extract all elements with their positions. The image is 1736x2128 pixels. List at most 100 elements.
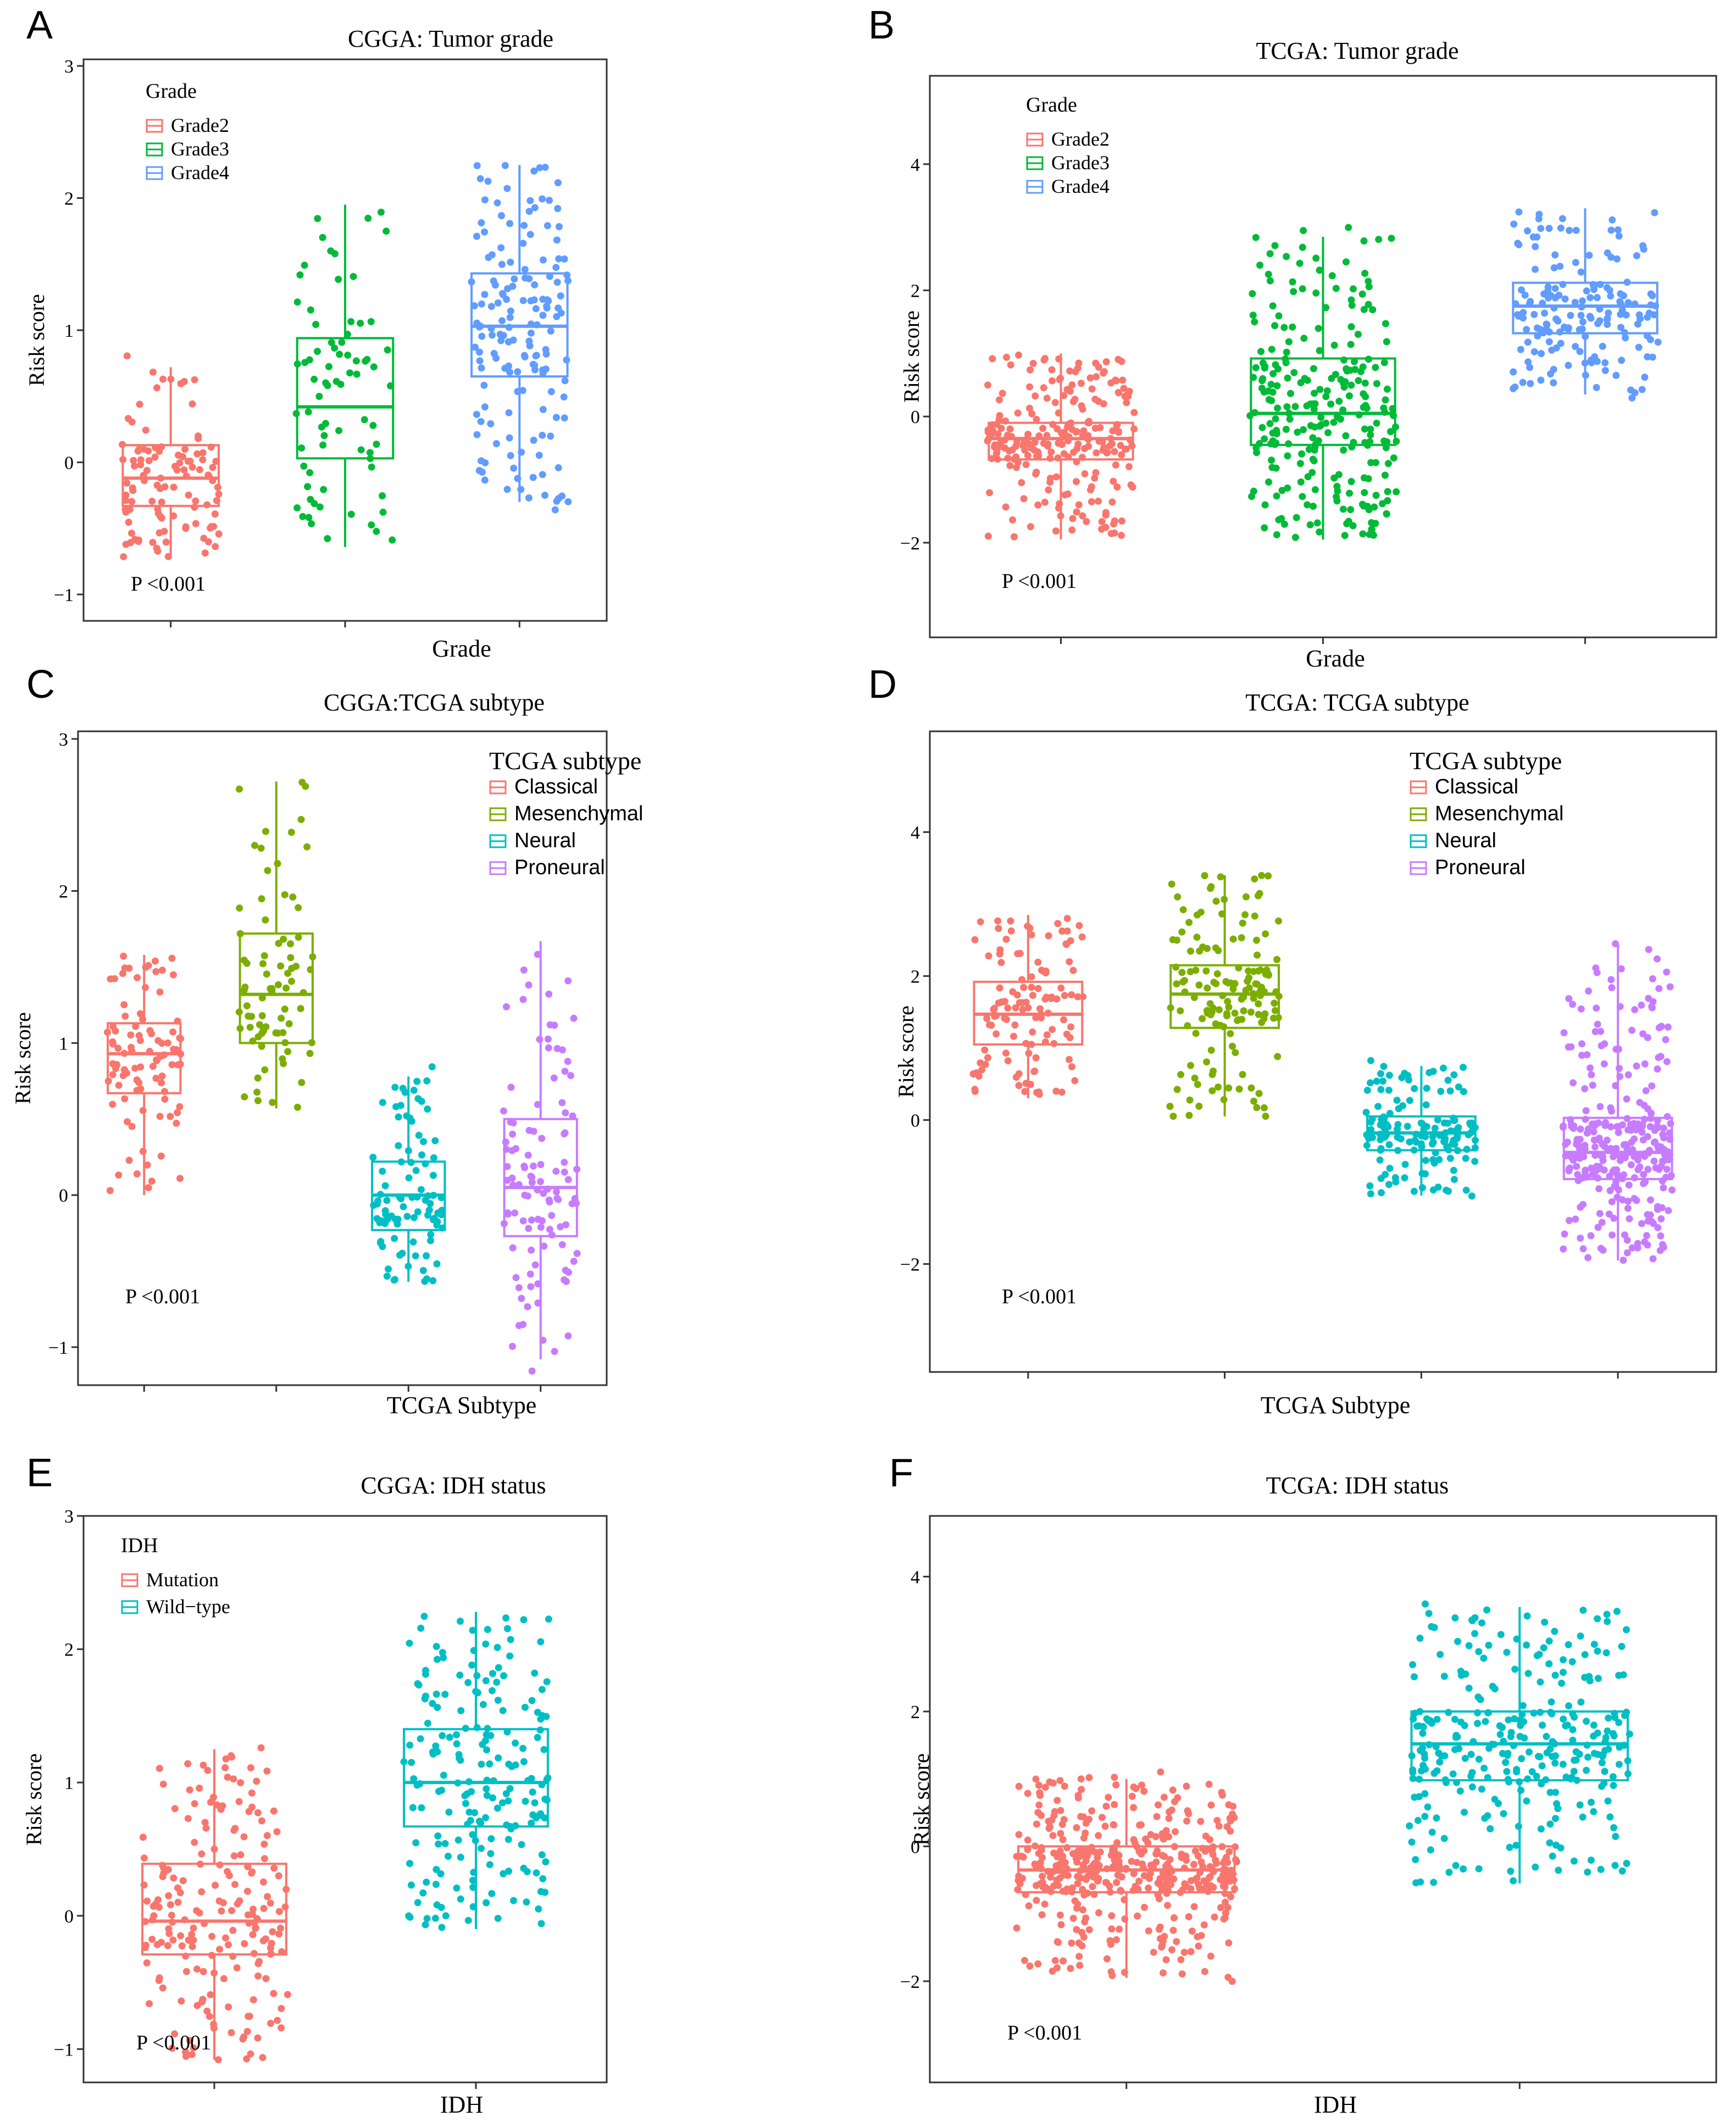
data-point <box>1613 1608 1621 1615</box>
data-point <box>1232 1049 1239 1057</box>
data-point <box>1005 447 1013 455</box>
data-point <box>1025 1049 1033 1057</box>
data-point <box>1172 1828 1179 1836</box>
data-point <box>1262 930 1269 938</box>
data-point <box>1018 479 1025 486</box>
data-point <box>573 1249 581 1257</box>
data-point <box>1328 375 1335 382</box>
data-point <box>1666 1136 1673 1143</box>
data-point <box>1607 292 1615 300</box>
data-point <box>284 969 292 977</box>
data-point <box>1181 1880 1189 1887</box>
data-point <box>418 1804 425 1812</box>
data-point <box>1615 1719 1623 1726</box>
data-point <box>1612 940 1619 948</box>
data-point <box>136 1010 144 1018</box>
data-point <box>307 966 314 974</box>
data-point <box>546 197 553 204</box>
data-point <box>538 1851 546 1859</box>
data-point <box>1258 984 1265 991</box>
data-point <box>986 489 994 497</box>
data-point <box>1590 1136 1598 1144</box>
data-point <box>1365 277 1372 285</box>
data-point <box>425 1207 433 1214</box>
data-point <box>277 1924 284 1932</box>
data-point <box>1315 325 1322 332</box>
data-point <box>1076 1962 1084 1969</box>
data-point <box>528 1174 536 1181</box>
data-point <box>1004 1004 1012 1012</box>
data-point <box>1167 1881 1175 1888</box>
data-point <box>237 1779 245 1786</box>
data-point <box>1130 1836 1138 1843</box>
data-point <box>1024 452 1031 459</box>
data-point <box>561 414 568 422</box>
data-point <box>149 538 157 546</box>
data-point <box>1007 917 1014 925</box>
data-point <box>1208 1071 1216 1079</box>
data-point <box>1075 359 1083 367</box>
data-point <box>481 196 489 204</box>
data-point <box>1334 487 1341 495</box>
data-point <box>506 314 514 321</box>
data-point <box>545 990 553 998</box>
data-point <box>541 1814 548 1822</box>
data-point <box>481 228 489 236</box>
data-point <box>1332 285 1340 292</box>
data-point <box>254 1033 262 1041</box>
data-point <box>1304 501 1311 509</box>
data-point <box>1418 1767 1425 1775</box>
data-point <box>1187 1948 1195 1955</box>
data-point <box>525 275 533 282</box>
data-point <box>1472 1136 1479 1144</box>
data-point <box>1539 1721 1546 1729</box>
data-point <box>1449 1770 1457 1778</box>
data-point <box>422 1666 429 1674</box>
data-point <box>481 291 489 298</box>
data-point <box>1510 1877 1517 1885</box>
data-point <box>328 338 335 346</box>
data-point <box>1398 1074 1406 1081</box>
data-point <box>159 375 167 383</box>
data-point <box>1007 361 1014 369</box>
data-point <box>1165 1833 1172 1841</box>
data-point <box>1666 1129 1673 1137</box>
data-point <box>154 505 162 513</box>
data-point <box>207 443 215 451</box>
y-tick-label: −2 <box>900 1972 920 1992</box>
data-point <box>335 427 343 435</box>
data-point <box>1311 390 1318 397</box>
data-point <box>1478 1619 1485 1627</box>
data-point <box>1057 1807 1064 1814</box>
data-point <box>524 1152 532 1159</box>
data-point <box>1031 392 1039 400</box>
data-point <box>1532 265 1539 273</box>
data-point <box>304 483 312 491</box>
data-point <box>1593 294 1601 302</box>
data-point <box>1066 1055 1073 1063</box>
data-point <box>400 1758 408 1765</box>
data-point <box>236 1897 243 1905</box>
data-point <box>1590 1128 1598 1136</box>
data-point <box>1372 364 1379 371</box>
data-point <box>1275 516 1283 524</box>
data-point <box>1623 1860 1630 1867</box>
data-point <box>173 466 181 474</box>
data-point <box>1095 497 1102 505</box>
data-point <box>1518 1711 1526 1718</box>
data-point <box>1106 442 1114 449</box>
data-point <box>397 1158 405 1166</box>
data-point <box>478 1844 485 1852</box>
data-point <box>257 844 265 852</box>
data-point <box>476 357 484 365</box>
data-point <box>1077 380 1085 387</box>
legend-label: Neural <box>1435 829 1496 852</box>
data-point <box>178 1997 185 2005</box>
data-point <box>1659 1177 1666 1185</box>
data-point <box>1455 1083 1462 1091</box>
data-point <box>1035 432 1043 440</box>
data-point <box>164 1039 171 1047</box>
data-point <box>1465 1642 1473 1649</box>
data-point <box>378 1217 385 1225</box>
